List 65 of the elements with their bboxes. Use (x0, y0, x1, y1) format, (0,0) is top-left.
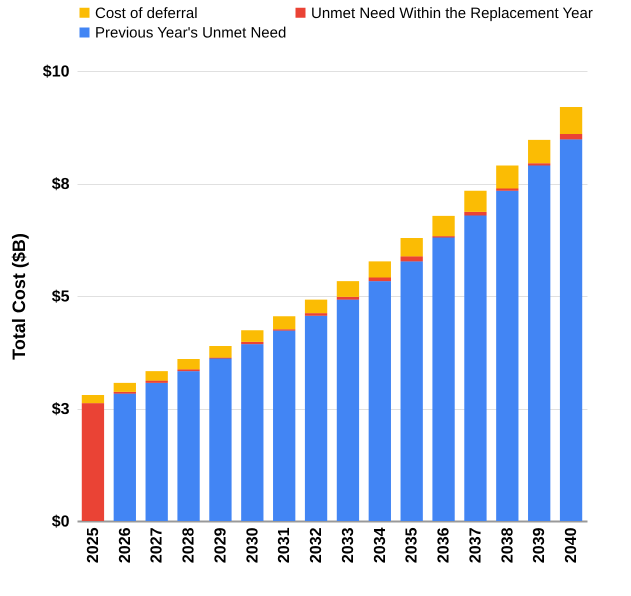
bar (464, 212, 487, 216)
bar (400, 261, 423, 521)
y-tick-label: $10 (42, 64, 70, 80)
x-tick-label: 2033 (340, 527, 357, 564)
bar (528, 166, 550, 521)
x-tick-label: 2037 (467, 527, 484, 564)
bar (82, 403, 104, 521)
bar (241, 330, 264, 342)
bar (114, 382, 136, 392)
bar (560, 107, 582, 134)
x-tick-label: 2036 (436, 527, 453, 564)
x-tick-label: 2039 (531, 527, 548, 564)
bar (146, 371, 168, 381)
bar (432, 216, 455, 236)
x-tick-label: 2027 (148, 527, 166, 564)
bar (177, 359, 200, 370)
x-tick-label: 2040 (563, 527, 580, 564)
bar (496, 188, 518, 191)
legend-label: Previous Year's Unmet Need (95, 24, 286, 42)
x-tick-label: 2026 (116, 527, 134, 564)
x-tick-label: 2025 (84, 527, 102, 564)
legend-label: Cost of deferral (95, 4, 198, 22)
y-tick-label: $8 (52, 176, 70, 193)
bar (496, 190, 518, 521)
bar (241, 344, 264, 521)
bar (336, 281, 360, 297)
bar (146, 382, 168, 521)
x-tick-label: 2035 (404, 527, 421, 564)
bar (209, 358, 232, 521)
bar (560, 134, 582, 140)
bar (82, 395, 104, 404)
x-tick-label: 2028 (180, 527, 198, 564)
y-axis-title: Total Cost ($B) (8, 233, 29, 360)
bar (432, 238, 455, 521)
bar (496, 166, 518, 188)
bar (560, 139, 582, 521)
y-tick-label: $0 (52, 514, 70, 530)
bar (304, 300, 328, 314)
bar (304, 313, 328, 316)
bar (464, 190, 487, 212)
x-tick-label: 2029 (212, 527, 230, 564)
x-tick-label: 2030 (244, 527, 262, 564)
bar (177, 371, 200, 521)
x-tick-label: 2038 (499, 527, 516, 564)
bar (273, 316, 296, 330)
bar (368, 278, 391, 282)
bar (241, 342, 264, 344)
bar (336, 296, 360, 300)
bar (304, 316, 328, 521)
bar (368, 261, 391, 278)
bar (336, 300, 360, 521)
x-tick-label: 2032 (308, 527, 326, 564)
bar (273, 330, 296, 521)
y-tick-label: $3 (52, 401, 70, 418)
x-tick-label: 2034 (372, 527, 389, 564)
bar (209, 346, 232, 358)
bar (400, 238, 423, 256)
bar (528, 140, 550, 164)
bar (368, 281, 391, 521)
bar (400, 256, 423, 262)
bar (114, 394, 136, 521)
x-tick-label: 2031 (276, 527, 294, 564)
y-tick-label: $5 (52, 288, 70, 306)
bar (464, 215, 487, 521)
legend-label: Unmet Need Within the Replacement Year (311, 4, 593, 22)
